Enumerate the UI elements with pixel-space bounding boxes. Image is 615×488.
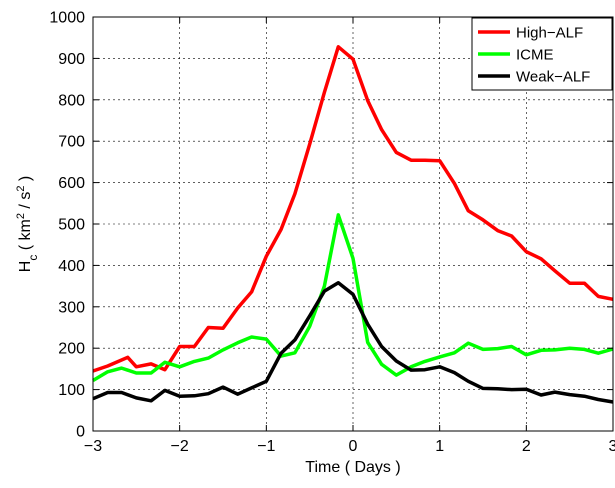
y-label-sup2: 2 <box>15 186 27 192</box>
series-line-0 <box>92 45 614 373</box>
y-label-sub: c <box>26 255 40 261</box>
y-label-open: ( km <box>17 219 34 255</box>
x-tick-label: 1 <box>435 438 444 455</box>
y-tick-label: 1000 <box>49 10 85 27</box>
series-line-2 <box>92 281 614 404</box>
legend-label: High−ALF <box>516 25 583 42</box>
x-tick-label: −2 <box>171 438 189 455</box>
y-tick-labels: 0 100 200 300 400 500 600 700 800 900 1000 <box>49 10 85 441</box>
x-axis-label: Time ( Days ) <box>305 459 400 476</box>
y-tick-label: 500 <box>58 217 85 234</box>
legend: High−ALF ICME Weak−ALF <box>471 17 613 91</box>
y-tick-label: 400 <box>58 258 85 275</box>
x-tick-label: 3 <box>609 438 615 455</box>
x-tick-label: 2 <box>522 438 531 455</box>
y-tick-label: 800 <box>58 92 85 109</box>
legend-label: Weak−ALF <box>516 69 590 86</box>
x-tick-label: 0 <box>349 438 358 455</box>
y-axis-label: Hc ( km2 / s2 ) <box>15 176 40 272</box>
x-tick-label: −3 <box>84 438 102 455</box>
y-tick-label: 0 <box>76 424 85 441</box>
y-tick-label: 100 <box>58 382 85 399</box>
legend-label: ICME <box>516 47 554 64</box>
y-label-base: H <box>17 261 34 273</box>
y-tick-label: 900 <box>58 51 85 68</box>
y-label-sup1: 2 <box>15 213 27 219</box>
y-tick-label: 200 <box>58 341 85 358</box>
series-line-1 <box>92 213 614 383</box>
y-tick-label: 600 <box>58 175 85 192</box>
x-tick-label: −1 <box>257 438 275 455</box>
series-lines <box>92 45 614 404</box>
y-label-mid: / s <box>17 192 34 213</box>
x-tick-labels: −3 −2 −1 0 1 2 3 <box>84 438 615 455</box>
y-label-close: ) <box>17 176 34 186</box>
y-tick-label: 700 <box>58 134 85 151</box>
y-tick-label: 300 <box>58 299 85 316</box>
